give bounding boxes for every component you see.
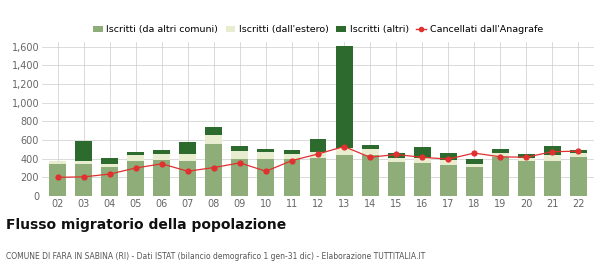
- Bar: [440, 160, 457, 165]
- Bar: [362, 145, 379, 149]
- Bar: [127, 160, 144, 196]
- Bar: [335, 46, 353, 148]
- Bar: [335, 155, 353, 196]
- Bar: [75, 162, 92, 164]
- Bar: [362, 149, 379, 155]
- Bar: [362, 155, 379, 196]
- Bar: [232, 151, 248, 159]
- Bar: [127, 155, 144, 160]
- Bar: [492, 153, 509, 157]
- Bar: [205, 144, 223, 196]
- Bar: [466, 159, 482, 164]
- Bar: [101, 164, 118, 167]
- Bar: [388, 158, 404, 162]
- Bar: [284, 159, 301, 196]
- Legend: Iscritti (da altri comuni), Iscritti (dall'estero), Iscritti (altri), Cancellati: Iscritti (da altri comuni), Iscritti (da…: [93, 25, 543, 34]
- Bar: [518, 155, 535, 158]
- Bar: [518, 161, 535, 196]
- Bar: [310, 152, 326, 158]
- Bar: [466, 167, 482, 196]
- Bar: [205, 127, 223, 135]
- Bar: [492, 157, 509, 196]
- Text: Flusso migratorio della popolazione: Flusso migratorio della popolazione: [6, 218, 286, 232]
- Bar: [544, 161, 561, 196]
- Bar: [388, 153, 404, 158]
- Bar: [570, 153, 587, 157]
- Bar: [75, 164, 92, 196]
- Bar: [310, 158, 326, 196]
- Bar: [284, 154, 301, 159]
- Bar: [440, 165, 457, 196]
- Bar: [154, 150, 170, 155]
- Bar: [101, 167, 118, 196]
- Bar: [232, 146, 248, 151]
- Bar: [570, 157, 587, 196]
- Text: COMUNE DI FARA IN SABINA (RI) - Dati ISTAT (bilancio demografico 1 gen-31 dic) -: COMUNE DI FARA IN SABINA (RI) - Dati IST…: [6, 252, 425, 261]
- Bar: [544, 155, 561, 161]
- Bar: [518, 158, 535, 161]
- Bar: [49, 160, 66, 162]
- Bar: [413, 158, 431, 163]
- Bar: [335, 148, 353, 155]
- Bar: [205, 135, 223, 144]
- Bar: [492, 149, 509, 153]
- Bar: [179, 162, 196, 196]
- Bar: [179, 154, 196, 162]
- Bar: [101, 158, 118, 164]
- Bar: [440, 153, 457, 160]
- Bar: [257, 149, 274, 152]
- Bar: [154, 160, 170, 196]
- Bar: [388, 162, 404, 196]
- Bar: [49, 162, 66, 164]
- Bar: [257, 159, 274, 196]
- Bar: [257, 152, 274, 159]
- Bar: [232, 159, 248, 196]
- Bar: [466, 164, 482, 167]
- Bar: [284, 150, 301, 154]
- Bar: [154, 155, 170, 160]
- Bar: [49, 164, 66, 196]
- Bar: [544, 146, 561, 155]
- Bar: [179, 142, 196, 154]
- Bar: [75, 141, 92, 162]
- Bar: [127, 152, 144, 155]
- Bar: [570, 150, 587, 153]
- Bar: [413, 163, 431, 196]
- Bar: [310, 139, 326, 152]
- Bar: [413, 146, 431, 158]
